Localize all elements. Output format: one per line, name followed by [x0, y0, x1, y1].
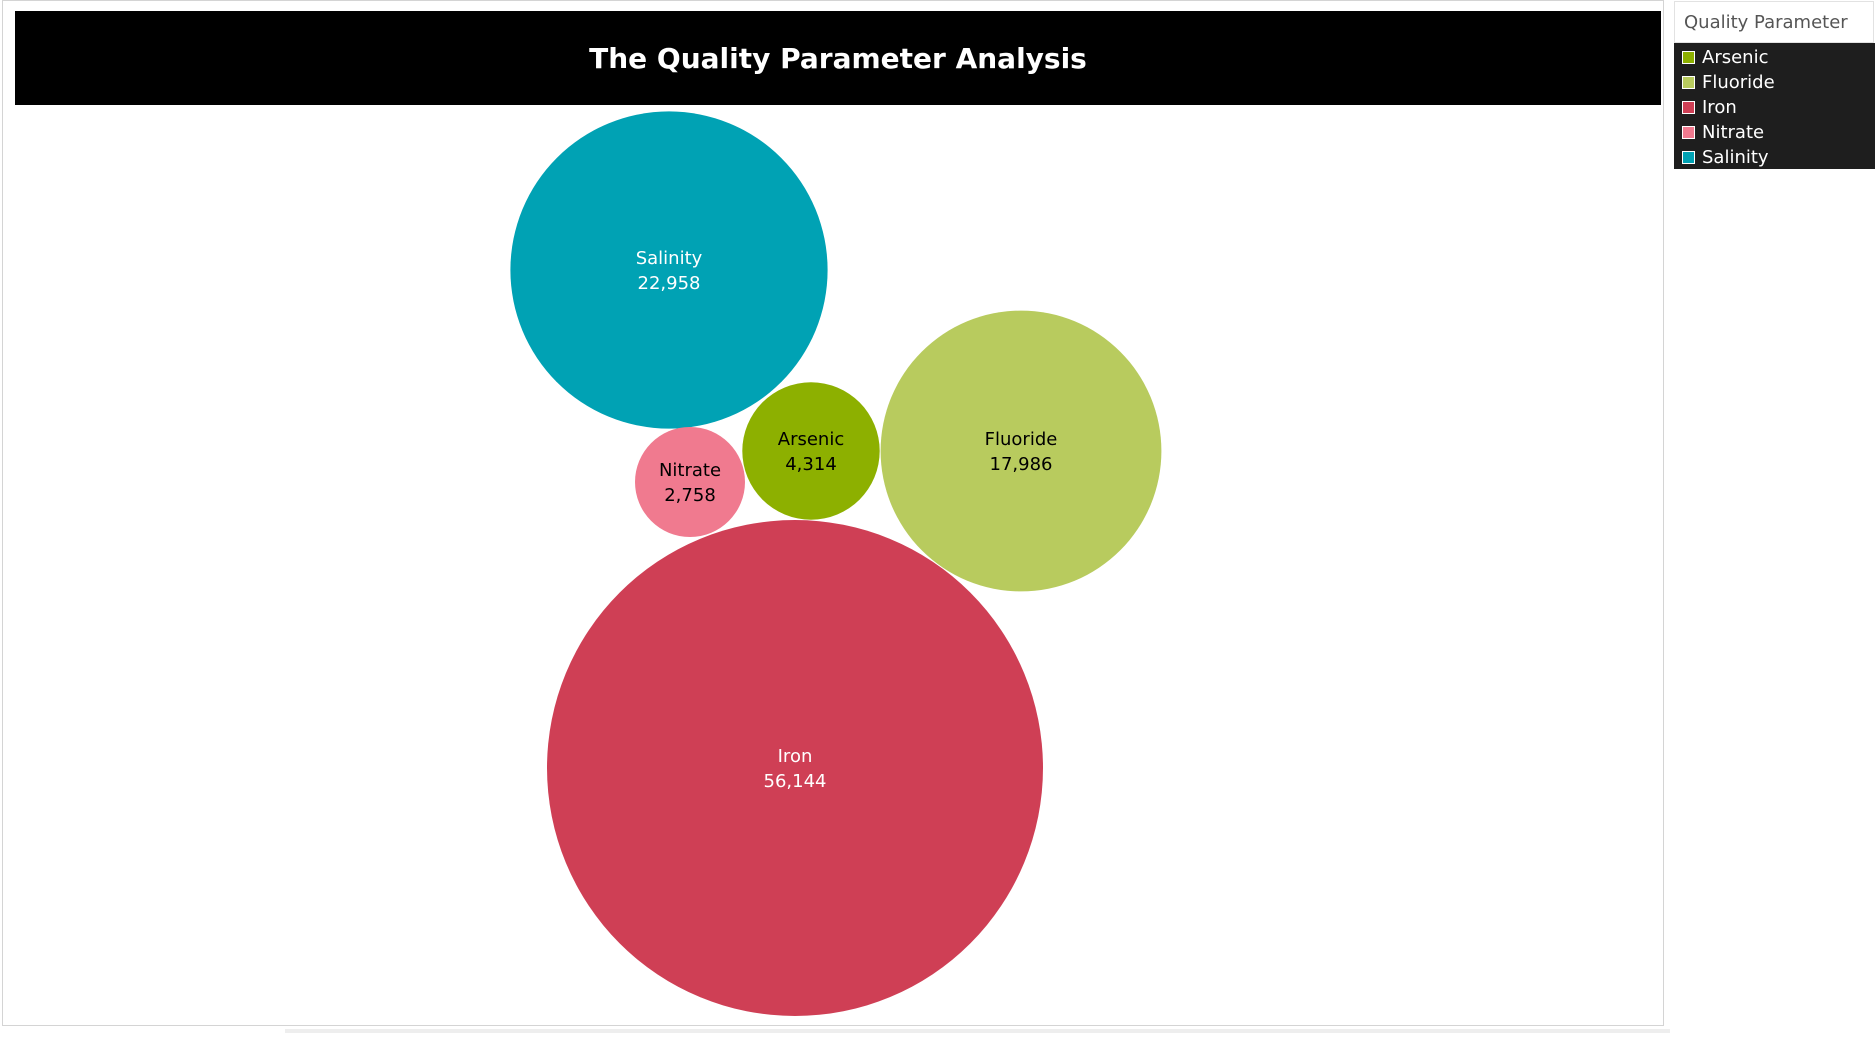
bubble-label-nitrate: Nitrate	[659, 460, 721, 481]
legend-item-nitrate[interactable]: Nitrate	[1674, 120, 1875, 145]
dashboard: The Quality Parameter Analysis Salinity 2…	[2, 0, 1664, 1026]
legend-item-iron[interactable]: Iron	[1674, 95, 1875, 120]
bubble-label-arsenic: Arsenic	[778, 429, 844, 450]
legend-label-fluoride: Fluoride	[1702, 72, 1775, 93]
bubble-value-fluoride: 17,986	[990, 454, 1053, 475]
bubble-iron[interactable]: Iron 56,144	[547, 520, 1043, 1016]
legend-label-salinity: Salinity	[1702, 147, 1769, 168]
bubble-arsenic[interactable]: Arsenic 4,314	[742, 382, 880, 520]
bubble-fluoride[interactable]: Fluoride 17,986	[880, 310, 1162, 592]
legend-label-arsenic: Arsenic	[1702, 47, 1769, 68]
chart-title: The Quality Parameter Analysis	[589, 41, 1087, 75]
legend-label-iron: Iron	[1702, 97, 1737, 118]
bubble-circle-nitrate[interactable]	[635, 427, 745, 537]
bubble-chart: Salinity 22,958 Nitrate 2,758 Arsenic 4,314 Fl…	[510, 111, 1162, 1016]
legend-header: Quality Parameter	[1674, 1, 1874, 43]
legend-swatch-fluoride	[1682, 76, 1695, 89]
legend-swatch-iron	[1682, 101, 1695, 114]
bubble-salinity[interactable]: Salinity 22,958	[510, 111, 828, 429]
bubble-circle-iron[interactable]	[547, 520, 1043, 1016]
bottom-scroll-strip	[285, 1029, 1670, 1033]
bubble-value-arsenic: 4,314	[785, 454, 837, 475]
bubble-label-salinity: Salinity	[636, 248, 703, 269]
bubble-value-iron: 56,144	[764, 771, 827, 792]
legend-item-fluoride[interactable]: Fluoride	[1674, 70, 1875, 95]
legend-item-salinity[interactable]: Salinity	[1674, 145, 1875, 170]
bubble-nitrate[interactable]: Nitrate 2,758	[635, 427, 745, 537]
bubble-circle-arsenic[interactable]	[742, 382, 880, 520]
bubble-circle-salinity[interactable]	[510, 111, 828, 429]
bubble-label-fluoride: Fluoride	[985, 429, 1058, 450]
bubble-label-iron: Iron	[778, 746, 813, 767]
legend-swatch-salinity	[1682, 151, 1695, 164]
legend-title: Quality Parameter	[1684, 11, 1848, 33]
legend-item-arsenic[interactable]: Arsenic	[1674, 45, 1875, 70]
legend-swatch-nitrate	[1682, 126, 1695, 139]
bubble-circle-fluoride[interactable]	[880, 310, 1162, 592]
legend: Arsenic Fluoride Iron Nitrate Salinity	[1674, 43, 1875, 169]
bubble-value-nitrate: 2,758	[664, 485, 716, 506]
legend-label-nitrate: Nitrate	[1702, 122, 1765, 143]
title-bar: The Quality Parameter Analysis	[15, 11, 1661, 105]
bubble-value-salinity: 22,958	[638, 273, 701, 294]
legend-swatch-arsenic	[1682, 51, 1695, 64]
